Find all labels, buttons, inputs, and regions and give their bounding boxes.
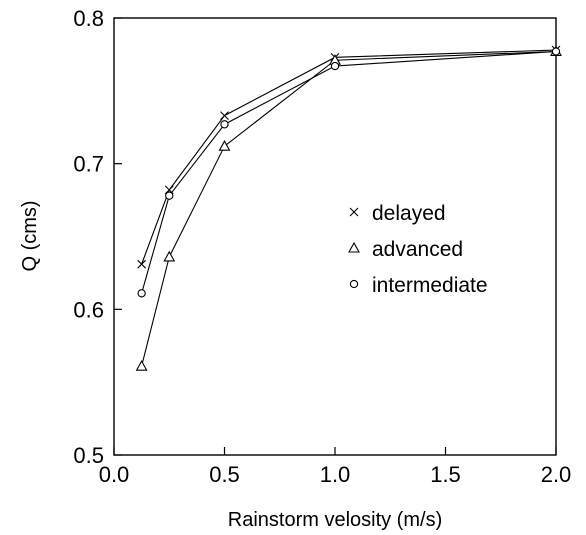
axis-ticks: 0.0 0.5 1.0 1.5 2.00.50.60.70.8 bbox=[73, 6, 571, 487]
series-advanced bbox=[135, 45, 562, 371]
series-intermediate bbox=[137, 47, 561, 298]
data-point-advanced bbox=[218, 140, 231, 151]
legend-marker-advanced bbox=[348, 241, 360, 253]
series-line-advanced bbox=[141, 50, 557, 367]
y-tick-label: 0.6 bbox=[73, 297, 104, 322]
data-point-delayed bbox=[137, 259, 147, 269]
legend-item-advanced: advanced bbox=[348, 238, 463, 261]
legend-label: intermediate bbox=[372, 274, 488, 297]
x-tick-label: 2.0 bbox=[541, 462, 572, 487]
data-point-advanced bbox=[135, 360, 148, 371]
x-tick-label: 0.5 bbox=[209, 462, 240, 487]
series-delayed bbox=[137, 45, 561, 269]
y-tick-label: 0.8 bbox=[73, 6, 104, 31]
y-tick-label: 0.7 bbox=[73, 152, 104, 177]
x-tick-label: 1.5 bbox=[430, 462, 461, 487]
legend-label: delayed bbox=[372, 202, 446, 225]
x-axis-label: Rainstorm velosity (m/s) bbox=[228, 509, 442, 531]
series-layer bbox=[135, 45, 562, 371]
legend-marker-intermediate bbox=[349, 279, 359, 289]
data-point-intermediate bbox=[330, 61, 340, 71]
data-point-intermediate bbox=[165, 191, 174, 200]
legend: delayed advanced intermediate bbox=[348, 202, 488, 297]
y-axis-label: Q (cms) bbox=[19, 200, 41, 271]
data-point-advanced bbox=[163, 250, 176, 262]
plot-frame bbox=[113, 17, 557, 456]
y-tick-label: 0.5 bbox=[73, 443, 104, 468]
data-point-intermediate bbox=[137, 289, 146, 298]
series-line-intermediate bbox=[141, 50, 557, 294]
legend-item-delayed: delayed bbox=[349, 202, 446, 225]
x-tick-label: 0.0 bbox=[99, 462, 130, 487]
legend-marker-delayed bbox=[349, 207, 359, 217]
data-point-intermediate bbox=[220, 120, 229, 129]
x-tick-label: 1.0 bbox=[320, 462, 351, 487]
data-point-intermediate bbox=[551, 47, 561, 56]
series-line-delayed bbox=[141, 49, 557, 265]
legend-label: advanced bbox=[372, 238, 463, 261]
data-point-delayed bbox=[220, 111, 229, 120]
legend-item-intermediate: intermediate bbox=[349, 274, 488, 297]
